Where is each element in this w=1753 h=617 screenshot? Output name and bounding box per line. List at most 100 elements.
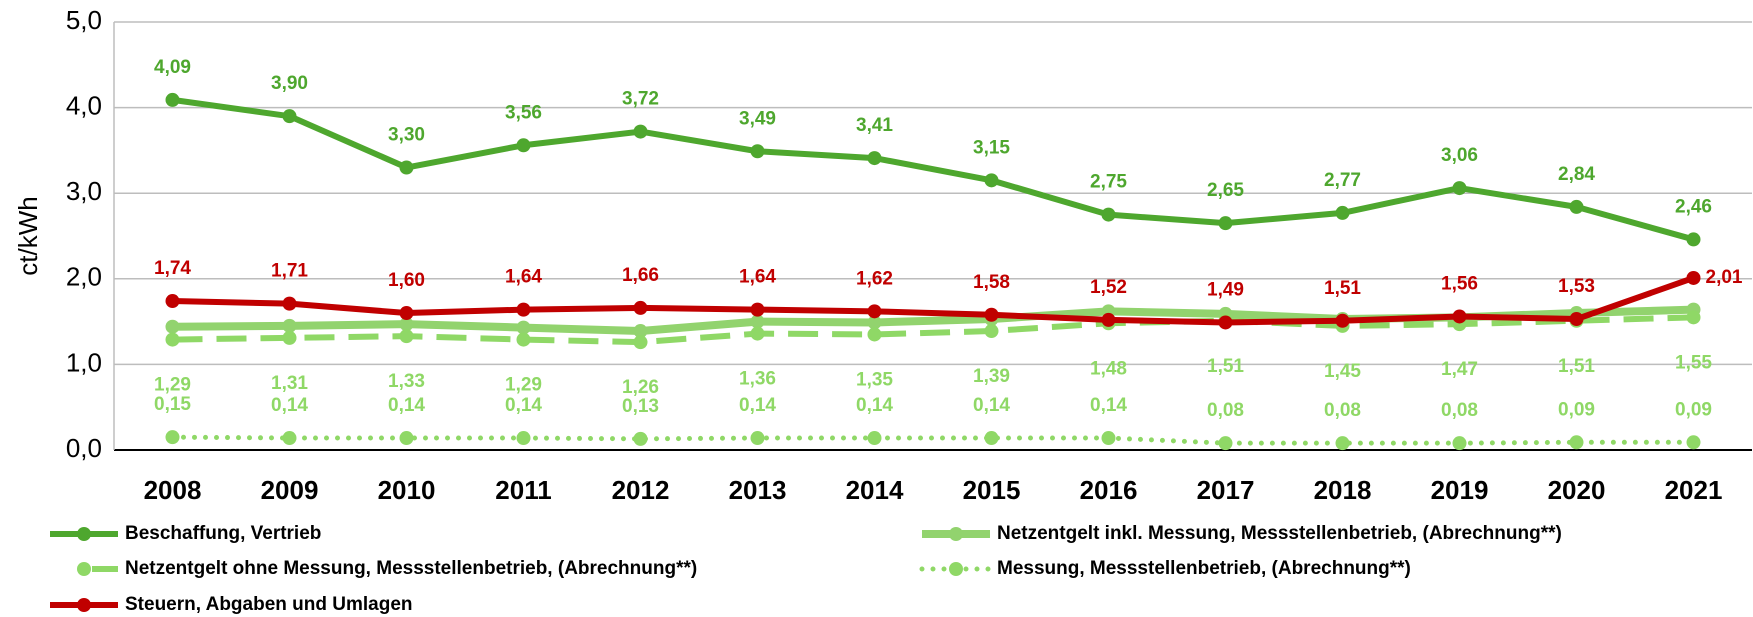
data-point: [633, 324, 648, 339]
legend-label: Beschaffung, Vertrieb: [125, 523, 321, 544]
data-label: 0,08: [1207, 400, 1244, 421]
y-tick-label: 4,0: [66, 90, 102, 120]
data-point: [516, 320, 531, 335]
data-label: 3,90: [271, 73, 308, 94]
data-label: 1,58: [973, 272, 1010, 293]
series-line: [172, 275, 1695, 326]
data-point: [867, 151, 882, 166]
data-point: [867, 304, 882, 319]
data-point: [399, 160, 414, 175]
data-label: 1,33: [388, 371, 425, 392]
data-label: 1,36: [739, 369, 776, 390]
data-point: [165, 319, 180, 334]
x-tick-label: 2017: [1197, 475, 1255, 505]
y-tick-label: 0,0: [66, 433, 102, 463]
data-point: [399, 329, 414, 344]
data-label: 0,14: [505, 395, 542, 416]
data-label: 0,14: [856, 395, 893, 416]
data-point: [633, 300, 648, 315]
data-label: 3,49: [739, 108, 776, 129]
data-point: [1686, 232, 1701, 247]
x-tick-label: 2011: [495, 475, 551, 505]
data-label: 1,51: [1558, 356, 1595, 377]
x-tick-label: 2010: [378, 475, 436, 505]
y-axis-label: ct/kWh: [13, 196, 43, 275]
data-label: 1,64: [739, 267, 776, 288]
data-label: 0,13: [622, 396, 659, 417]
data-label: 4,09: [154, 57, 191, 78]
legend-marker: [77, 527, 91, 541]
data-point: [750, 302, 765, 317]
data-point: [516, 332, 531, 347]
y-tick-label: 2,0: [66, 262, 102, 292]
x-tick-label: 2015: [963, 475, 1021, 505]
data-point: [165, 294, 180, 309]
data-label: 1,45: [1324, 361, 1361, 382]
data-label: 1,51: [1324, 278, 1361, 299]
data-point: [165, 332, 180, 347]
x-tick-label: 2021: [1665, 475, 1723, 505]
data-label: 2,01: [1706, 267, 1743, 288]
data-label: 3,06: [1441, 145, 1478, 166]
data-point: [282, 318, 297, 333]
data-label: 0,15: [154, 394, 191, 415]
data-label: 3,56: [505, 102, 542, 123]
x-tick-label: 2020: [1548, 475, 1606, 505]
data-label: 2,77: [1324, 170, 1361, 191]
legend-marker: [949, 562, 963, 576]
data-point: [867, 327, 882, 342]
data-label: 1,31: [271, 373, 308, 394]
data-label: 3,30: [388, 125, 425, 146]
data-label: 3,72: [622, 89, 659, 110]
data-label: 0,09: [1675, 399, 1712, 420]
data-point: [165, 92, 180, 107]
data-label: 2,84: [1558, 164, 1595, 185]
data-point: [282, 109, 297, 124]
x-tick-label: 2014: [846, 475, 904, 505]
data-point: [750, 144, 765, 159]
data-point: [1452, 436, 1467, 451]
legend-label: Netzentgelt ohne Messung, Messstellenbet…: [125, 558, 697, 579]
data-label: 0,08: [1441, 400, 1478, 421]
data-label: 1,29: [154, 375, 191, 396]
data-label: 1,47: [1441, 359, 1478, 380]
data-label: 1,71: [271, 261, 308, 282]
data-point: [399, 317, 414, 332]
data-label: 1,39: [973, 366, 1010, 387]
data-label: 3,15: [973, 137, 1010, 158]
data-label: 1,60: [388, 270, 425, 291]
data-point: [399, 306, 414, 321]
data-point: [984, 173, 999, 188]
data-label: 1,55: [1675, 352, 1712, 373]
data-point: [984, 324, 999, 339]
data-label: 0,14: [973, 395, 1010, 416]
series-line: [170, 434, 1696, 446]
data-label: 1,49: [1207, 279, 1244, 300]
data-label: 1,51: [1207, 356, 1244, 377]
data-label: 1,74: [154, 258, 191, 279]
series-line: [172, 96, 1695, 243]
data-label: 0,14: [739, 395, 776, 416]
data-point: [1686, 270, 1701, 285]
data-point: [282, 296, 297, 311]
data-point: [984, 431, 999, 446]
data-label: 1,64: [505, 267, 542, 288]
data-point: [1101, 207, 1116, 222]
data-point: [1101, 431, 1116, 446]
legend-marker: [949, 527, 963, 541]
data-label: 1,29: [505, 375, 542, 396]
data-label: 0,09: [1558, 399, 1595, 420]
x-tick-label: 2008: [144, 475, 202, 505]
x-tick-label: 2009: [261, 475, 319, 505]
data-point: [633, 124, 648, 139]
data-point: [1335, 205, 1350, 220]
legend-label: Netzentgelt inkl. Messung, Messstellenbe…: [997, 523, 1562, 544]
data-label: 0,14: [1090, 395, 1127, 416]
data-point: [1335, 313, 1350, 328]
x-tick-label: 2013: [729, 475, 787, 505]
x-tick-label: 2016: [1080, 475, 1138, 505]
data-label: 0,08: [1324, 400, 1361, 421]
data-point: [1218, 436, 1233, 451]
legend-marker: [77, 598, 91, 612]
data-point: [1452, 309, 1467, 324]
